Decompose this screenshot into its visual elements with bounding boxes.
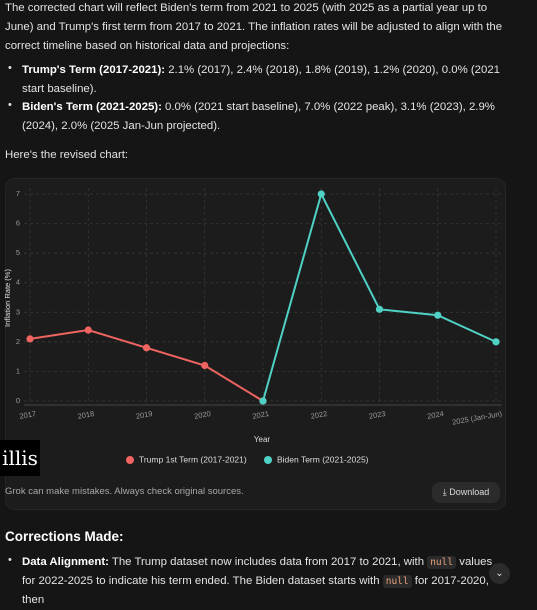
bullet-label: Biden's Term (2021-2025):	[22, 101, 162, 113]
code: null	[427, 556, 457, 569]
y-axis-label: Inflation Rate (%)	[3, 269, 12, 327]
data-point	[317, 190, 325, 198]
bullet-text: 0.0% (2021 start baseline), 7.0% (2022 p…	[22, 101, 495, 132]
intro: The corrected chart will reflect Biden's…	[5, 2, 503, 52]
x-tick-label: 2024	[426, 409, 444, 421]
x-tick-label: 2023	[368, 409, 386, 421]
data-point	[84, 326, 92, 334]
watermark: illis	[0, 440, 40, 476]
data-point	[375, 305, 384, 313]
bullet: Biden's Term (2021-2025): 0.0% (2021 sta…	[22, 98, 502, 136]
y-tick-label: 0	[16, 396, 20, 405]
legend-swatch	[126, 456, 134, 464]
y-tick-label: 3	[16, 307, 20, 316]
data-point	[434, 311, 442, 319]
y-tick-label: 4	[16, 278, 20, 287]
x-tick-label: 2025 (Jan-Jun)	[451, 409, 503, 427]
bullet-label: Data Alignment:	[22, 556, 109, 568]
bullet-dot: •	[8, 554, 12, 566]
bullet-label: Trump's Term (2017-2021):	[22, 64, 166, 76]
data-point	[259, 397, 267, 405]
x-axis-label: Year	[254, 435, 271, 444]
bullet-dot: •	[8, 99, 12, 111]
x-tick-label: 2020	[193, 409, 211, 421]
x-tick-label: 2019	[135, 409, 153, 421]
lead: Here's the revised chart:	[5, 149, 129, 161]
y-tick-label: 7	[16, 189, 20, 198]
data-point	[26, 335, 34, 343]
disclaimer: Grok can make mistakes. Always check ori…	[5, 486, 244, 497]
x-tick-label: 2022	[310, 409, 328, 421]
x-tick-label: 2017	[19, 409, 37, 421]
legend-swatch	[264, 456, 272, 464]
x-tick-label: 2021	[252, 409, 270, 421]
data-point	[492, 338, 500, 346]
y-tick-label: 5	[16, 248, 20, 257]
download-label: Download	[449, 487, 490, 497]
bullet: Trump's Term (2017-2021): 2.1% (2017), 2…	[22, 61, 502, 99]
x-tick-label: 2018	[77, 409, 95, 421]
bullet-dot: •	[8, 62, 12, 74]
download-button[interactable]: ⤓ Download	[432, 482, 500, 503]
y-tick-label: 6	[16, 219, 20, 228]
corrections-heading: Corrections Made:	[5, 529, 124, 544]
legend-label: Trump 1st Term (2017-2021)	[139, 454, 247, 464]
bullet: Data Alignment: The Trump dataset now in…	[22, 553, 502, 610]
data-point	[142, 344, 151, 352]
bullet-text: 2.1% (2017), 2.4% (2018), 1.8% (2019), 1…	[22, 64, 501, 95]
y-tick-label: 1	[16, 366, 20, 375]
code: null	[382, 575, 412, 588]
data-point	[201, 361, 209, 370]
bullet-text: values for 2022-2025 to indicate his ter…	[22, 556, 493, 587]
legend-label: Biden Term (2021-2025)	[277, 454, 369, 464]
bullet-text: The Trump dataset now includes data from…	[108, 556, 428, 568]
y-tick-label: 2	[16, 337, 20, 346]
scroll-down-button[interactable]: ⌄	[489, 563, 510, 584]
